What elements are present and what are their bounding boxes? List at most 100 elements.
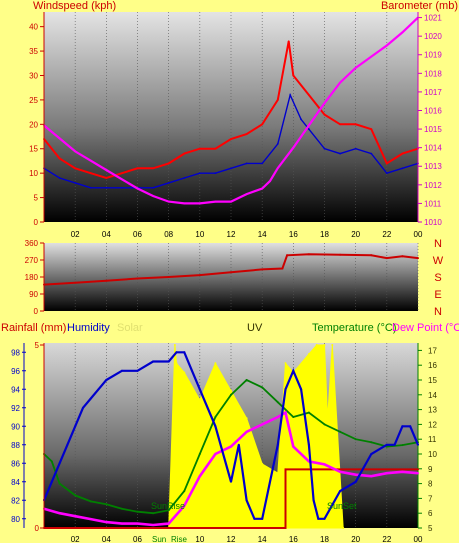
rainfall-tick-label: 5 (35, 341, 40, 350)
x-tick-label: 10 (195, 535, 204, 543)
temperature-tick-label: 11 (428, 435, 437, 444)
x-tick-label: 04 (102, 535, 111, 543)
temperature-tick-label: 13 (428, 406, 437, 415)
windspeed-axis-label: Windspeed (kph) (33, 0, 116, 12)
data-point (230, 271, 232, 274)
data-point (342, 527, 345, 529)
data-point (276, 443, 279, 446)
data-point (385, 44, 388, 47)
x-tick-label: 06 (133, 535, 142, 543)
humidity-ticks: 80 82 84 86 88 90 92 94 96 98 (11, 343, 26, 528)
data-point (317, 517, 320, 520)
data-point (89, 518, 92, 521)
barometer-tick-label: 1016 (424, 106, 442, 115)
data-point (198, 274, 201, 277)
data-point (136, 522, 139, 525)
data-point (245, 133, 248, 136)
legend-rainfall: Rainfall (mm) (1, 322, 66, 334)
series-line (43, 41, 419, 180)
data-point (237, 443, 240, 446)
data-point (292, 416, 295, 418)
data-point (105, 169, 108, 171)
data-point (339, 490, 342, 492)
data-point (230, 167, 232, 170)
data-point (417, 472, 419, 475)
data-point (136, 510, 139, 513)
data-point (326, 417, 329, 420)
data-point (339, 123, 341, 126)
data-point (339, 253, 342, 256)
series-line (43, 378, 419, 515)
temperature-tick-label: 15 (428, 376, 437, 385)
x-tick-label: 22 (382, 535, 391, 543)
series-line (43, 410, 419, 527)
x-tick-label: 02 (71, 230, 80, 239)
barometer-tick-label: 1010 (424, 218, 442, 227)
data-point (269, 180, 271, 183)
legend-dew-point: Dew Point (°C) (392, 322, 459, 334)
data-point (339, 470, 342, 473)
data-point (58, 157, 61, 160)
data-point (385, 472, 388, 475)
humidity-tick-label: 92 (11, 404, 20, 413)
x-tick-label: 20 (351, 230, 360, 239)
data-point (167, 200, 170, 203)
temperature-tick-label: 16 (428, 361, 437, 370)
data-point (230, 200, 232, 203)
data-point (276, 472, 279, 475)
data-point (370, 475, 373, 478)
data-point (198, 475, 201, 478)
data-point (245, 417, 248, 420)
x-tick-label: 00 (414, 535, 423, 543)
data-point (307, 353, 310, 356)
data-point (370, 55, 373, 58)
data-point (230, 445, 232, 448)
temperature-tick-label: 12 (428, 420, 437, 429)
data-point (74, 425, 77, 428)
data-point (183, 504, 186, 507)
data-point (323, 463, 326, 466)
data-point (370, 152, 373, 155)
data-point (175, 362, 178, 365)
data-point (214, 172, 217, 175)
data-point (105, 379, 108, 381)
windspeed-tick-label: 40 (29, 23, 38, 32)
sunset-label: SunSet (327, 501, 357, 511)
data-point (308, 124, 310, 127)
data-point (261, 462, 264, 465)
data-point (183, 152, 186, 155)
data-point (417, 443, 419, 446)
barometer-tick-label: 1012 (424, 181, 442, 190)
data-point (105, 503, 108, 506)
data-point (284, 388, 287, 391)
data-point (136, 369, 139, 372)
windspeed-tick-label: 20 (29, 120, 38, 129)
direction-tick-label: 270 (25, 256, 39, 265)
series-line (44, 468, 418, 529)
data-point (287, 40, 290, 43)
data-point (198, 398, 201, 401)
data-point (89, 159, 92, 162)
x-tick-label: 14 (258, 230, 267, 239)
direction-ticks: 0 90 180 270 360 (25, 239, 44, 316)
data-point (214, 147, 217, 150)
data-point (58, 462, 61, 465)
data-point (417, 257, 419, 260)
data-point (167, 522, 170, 525)
data-point (191, 369, 193, 372)
data-point (89, 172, 92, 175)
data-point (312, 499, 315, 502)
windspeed-tick-label: 35 (29, 47, 38, 56)
humidity-tick-label: 80 (11, 515, 20, 524)
data-point (339, 430, 342, 433)
data-point (339, 152, 341, 155)
data-point (323, 423, 326, 426)
data-point (292, 369, 295, 372)
windspeed-tick-label: 30 (29, 71, 38, 80)
data-point (417, 468, 419, 471)
data-point (354, 480, 357, 483)
data-point (183, 490, 186, 492)
data-point (292, 146, 295, 149)
data-point (284, 362, 287, 365)
data-point (245, 430, 248, 433)
